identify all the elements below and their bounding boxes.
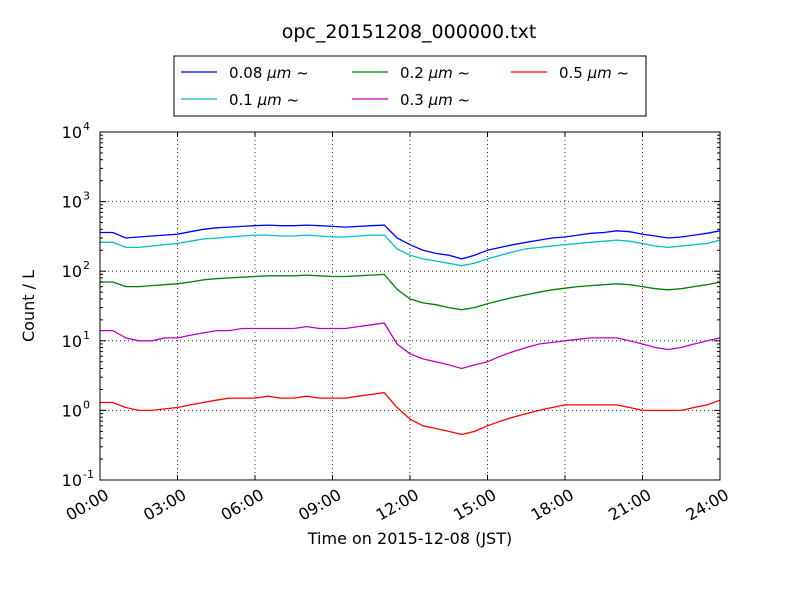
x-axis-label: Time on 2015-12-08 (JST) — [307, 529, 512, 548]
x-tick-label: 15:00 — [450, 485, 499, 525]
series-line-0.1 — [100, 234, 721, 267]
series-line-0.5 — [100, 391, 721, 436]
plot-area — [100, 132, 720, 480]
x-tick-label: 09:00 — [295, 485, 344, 525]
legend-label: 0.2 μm ~ — [400, 64, 470, 82]
grid — [100, 132, 720, 480]
x-tick-label: 24:00 — [683, 485, 732, 525]
x-tick-label: 18:00 — [528, 485, 577, 525]
chart-title: opc_20151208_000000.txt — [282, 21, 537, 43]
legend-label: 0.1 μm ~ — [229, 91, 299, 109]
ticks — [99, 131, 721, 481]
y-tick-exponent: 2 — [83, 259, 90, 272]
y-tick-label: 10 — [62, 262, 82, 281]
x-tick-label: 12:00 — [373, 485, 422, 525]
series-line-0.2 — [100, 273, 721, 311]
x-tick-label: 21:00 — [605, 485, 654, 525]
y-tick-label: 10 — [62, 193, 82, 212]
y-tick-label: 10 — [62, 401, 82, 420]
y-tick-exponent: 1 — [83, 329, 90, 342]
y-tick-exponent: 0 — [83, 398, 90, 411]
series-group — [100, 224, 721, 436]
x-tick-label: 03:00 — [140, 485, 189, 525]
y-tick-exponent: -1 — [83, 468, 94, 481]
y-tick-label: 10 — [62, 123, 82, 142]
y-tick-exponent: 3 — [83, 190, 90, 203]
legend: 0.08 μm ~ 0.1 μm ~ 0.2 μm ~ 0.3 μm ~ 0.5 μm … — [173, 55, 647, 117]
legend-label: 0.5 μm ~ — [559, 64, 629, 82]
series-line-0.08 — [100, 224, 721, 260]
y-tick-label: 10 — [62, 332, 82, 351]
y-axis-label: Count / L — [19, 270, 38, 342]
y-tick-exponent: 4 — [83, 120, 90, 133]
y-tick-label: 10 — [62, 471, 82, 490]
legend-label: 0.08 μm ~ — [229, 64, 309, 82]
series-line-0.3 — [100, 322, 721, 370]
x-tick-labels: 00:00 03:00 06:00 09:00 12:00 15:00 18:00 21:00… — [63, 485, 732, 525]
legend-box — [173, 55, 647, 117]
legend-label: 0.3 μm ~ — [400, 91, 470, 109]
x-tick-label: 06:00 — [218, 485, 267, 525]
x-tick-label: 00:00 — [63, 485, 112, 525]
